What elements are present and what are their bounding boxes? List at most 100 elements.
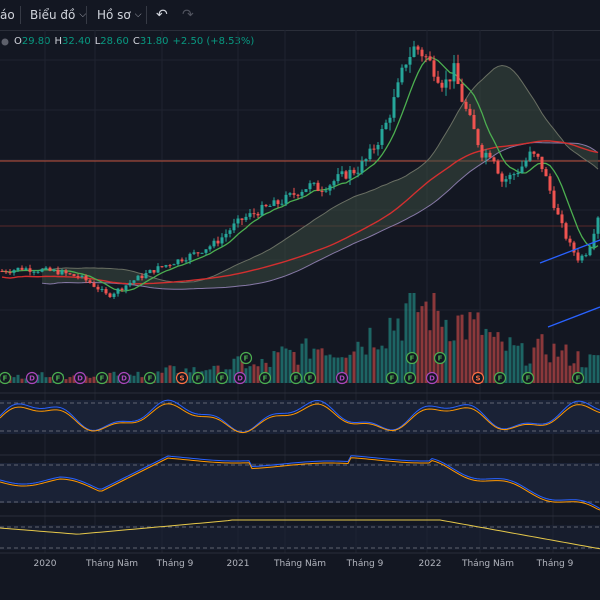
candle-body <box>272 200 276 206</box>
event-marker-d: D <box>233 371 247 385</box>
volume-bar <box>496 332 500 383</box>
candle-body <box>240 218 244 220</box>
candle-body <box>156 266 160 273</box>
volume-bar <box>276 352 280 383</box>
event-marker-circle <box>239 351 253 365</box>
candle-body <box>116 288 120 294</box>
volume-bar <box>332 357 336 383</box>
candle-body <box>52 269 56 271</box>
cut-menu-label[interactable]: áo <box>0 8 15 22</box>
volume-bar <box>548 362 552 383</box>
candle-body <box>496 161 500 174</box>
event-marker-circle <box>571 371 585 385</box>
event-marker-f: F <box>303 371 317 385</box>
volume-bar <box>328 354 332 383</box>
event-marker-label: F <box>100 375 105 383</box>
candle-body <box>384 122 388 130</box>
ma-slow-line <box>1 140 599 285</box>
event-marker-label: S <box>475 375 480 383</box>
volume-bar <box>504 350 508 383</box>
event-marker-circle <box>25 371 39 385</box>
volume-bar <box>168 365 172 383</box>
trendline-upper[interactable] <box>539 239 600 264</box>
redo-icon[interactable]: ↷ <box>182 7 194 23</box>
time-axis-label: Tháng Năm <box>85 559 138 569</box>
candle-body <box>0 271 4 273</box>
event-marker-label: F <box>3 375 8 383</box>
event-marker-d: D <box>73 371 87 385</box>
volume-bar <box>288 349 292 383</box>
candle-body <box>404 64 408 68</box>
volume-bar <box>544 354 548 383</box>
candle-body <box>584 255 588 257</box>
volume-bar <box>160 372 164 383</box>
trendline-lower[interactable] <box>547 306 600 328</box>
volume-bar <box>112 371 116 383</box>
candle-body <box>436 76 440 83</box>
volume-bar <box>260 358 264 383</box>
event-marker-label: F <box>410 355 415 363</box>
candle-body <box>328 185 332 191</box>
open-key: O <box>14 36 22 47</box>
candle-body <box>540 156 544 170</box>
candle-body <box>500 173 504 182</box>
volume-bar <box>88 377 92 383</box>
candle-body <box>140 275 144 279</box>
candle-body <box>524 160 528 167</box>
volume-bar <box>84 376 88 383</box>
volume-bar <box>392 330 396 383</box>
event-marker-circle <box>73 371 87 385</box>
event-marker-circle <box>233 371 247 385</box>
volume-bar <box>540 334 544 383</box>
event-marker-circle <box>191 371 205 385</box>
legend-dot-icon <box>1 38 9 45</box>
volume-bar <box>232 358 236 383</box>
candle-body <box>596 217 600 234</box>
event-marker-f: F <box>405 351 419 365</box>
event-marker-circle <box>215 371 229 385</box>
candle-body <box>572 242 576 253</box>
cloud-span-b <box>41 142 599 290</box>
event-marker-label: F <box>438 355 443 363</box>
candle-body <box>12 270 16 273</box>
candle-body <box>208 246 212 250</box>
volume-bar <box>280 346 284 383</box>
candle-body <box>340 171 344 175</box>
candle-body <box>32 271 36 273</box>
candle-body <box>288 193 292 195</box>
volume-bar <box>412 293 416 383</box>
volume-bar <box>552 343 556 383</box>
candle-body <box>144 273 148 279</box>
candle-body <box>548 176 552 191</box>
low-key: L <box>94 36 101 47</box>
volume-bar <box>236 356 240 383</box>
candle-body <box>388 117 392 123</box>
event-marker-s: S <box>175 371 189 385</box>
volume-bar <box>420 306 424 383</box>
low-value: 28.60 <box>100 36 129 47</box>
event-marker-label: F <box>263 375 268 383</box>
event-marker-f: F <box>215 371 229 385</box>
candle-body <box>452 63 456 82</box>
candle-body <box>228 230 232 234</box>
event-marker-circle <box>521 371 535 385</box>
profile-menu-button[interactable]: Hồ sơ ⌵ <box>97 8 142 22</box>
volume-bar <box>376 349 380 383</box>
chart-menu-button[interactable]: Biểu đồ ⌵ <box>30 8 86 22</box>
candle-body <box>460 83 464 102</box>
time-axis-label: Tháng 9 <box>346 559 384 569</box>
candle-body <box>248 213 252 217</box>
oscillator-2-main-line <box>0 455 600 509</box>
volume-bar <box>468 312 472 383</box>
candle-body <box>476 129 480 146</box>
volume-bar <box>460 314 464 383</box>
volume-bar <box>284 348 288 383</box>
volume-bar <box>20 378 24 383</box>
event-marker-f: F <box>433 351 447 365</box>
volume-bar <box>252 364 256 383</box>
event-marker-f: F <box>403 371 417 385</box>
undo-icon[interactable]: ↶ <box>156 7 168 23</box>
candle-body <box>152 270 156 273</box>
candle-body <box>280 203 284 205</box>
